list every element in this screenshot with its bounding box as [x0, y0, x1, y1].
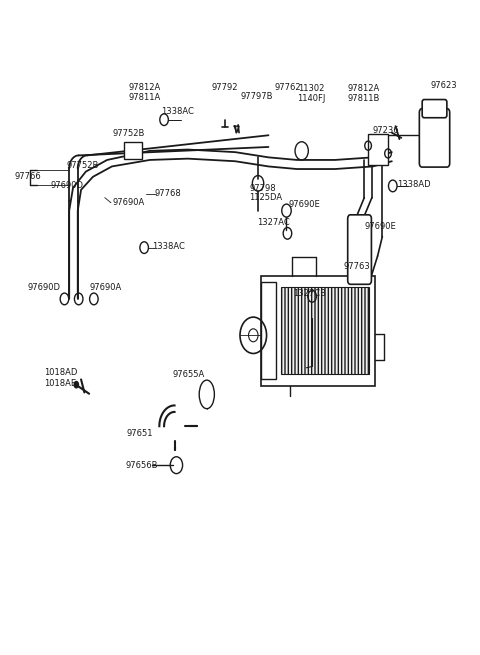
Ellipse shape [199, 380, 215, 409]
Text: 97690A: 97690A [89, 283, 121, 291]
Text: 97623: 97623 [431, 81, 457, 90]
Bar [261, 276, 375, 386]
Text: 97766: 97766 [14, 172, 41, 181]
FancyBboxPatch shape [420, 109, 450, 167]
Text: 97812A
97811B: 97812A 97811B [347, 84, 380, 103]
Text: 97798: 97798 [250, 184, 276, 193]
Text: 1338AC: 1338AC [161, 107, 194, 117]
Text: 97655A: 97655A [173, 370, 205, 379]
Text: 97768: 97768 [155, 189, 181, 198]
Text: 97651: 97651 [126, 429, 153, 438]
Text: 1327AC: 1327AC [257, 218, 290, 227]
Circle shape [73, 381, 79, 388]
Text: 1125DA: 1125DA [250, 193, 283, 202]
FancyBboxPatch shape [348, 215, 372, 284]
Text: 97690D: 97690D [50, 181, 83, 191]
Text: 97792: 97792 [212, 83, 238, 92]
Text: 97752B: 97752B [67, 160, 99, 170]
Text: 97812A
97811A: 97812A 97811A [129, 83, 161, 102]
Text: 97690E: 97690E [364, 221, 396, 231]
Text: 1018AD
1018AE: 1018AD 1018AE [45, 369, 78, 388]
Text: 97236: 97236 [373, 126, 399, 134]
Text: 97656B: 97656B [125, 460, 158, 470]
Text: 97797B: 97797B [240, 92, 273, 102]
Text: 97690A: 97690A [113, 198, 145, 207]
Text: 1327CB: 1327CB [293, 290, 326, 298]
Text: 97690E: 97690E [288, 200, 320, 208]
Bar [368, 134, 388, 165]
Text: 97762: 97762 [274, 83, 301, 92]
Text: 97690D: 97690D [27, 283, 60, 291]
Text: 11302
1140FJ: 11302 1140FJ [297, 84, 325, 103]
Text: 1338AD: 1338AD [397, 180, 431, 189]
Text: 97752B: 97752B [112, 130, 144, 138]
FancyBboxPatch shape [422, 100, 447, 118]
Bar [124, 141, 142, 159]
Text: 1338AC: 1338AC [152, 242, 185, 252]
Text: 97763: 97763 [343, 262, 370, 271]
Bar [281, 287, 369, 374]
Bar [261, 282, 276, 379]
